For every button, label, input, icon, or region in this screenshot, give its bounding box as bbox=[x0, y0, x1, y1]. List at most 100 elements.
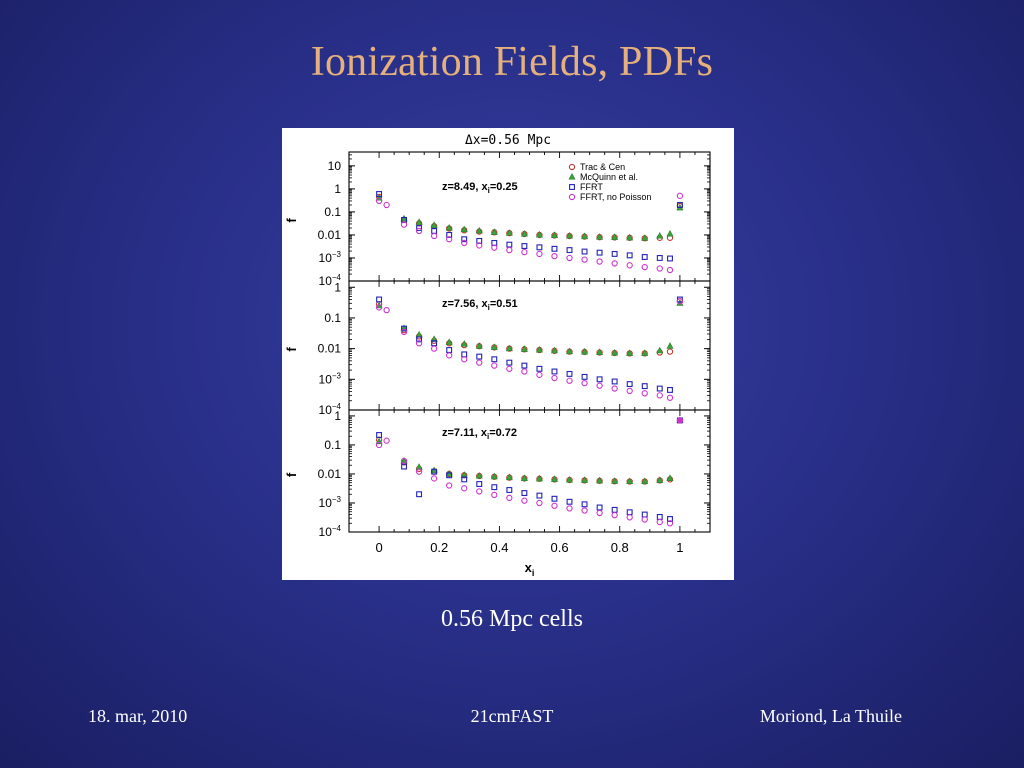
y-tick-label: 1 bbox=[334, 409, 341, 423]
data-point bbox=[656, 265, 663, 272]
data-point bbox=[506, 494, 513, 502]
data-point bbox=[626, 381, 633, 388]
data-point bbox=[506, 246, 513, 254]
data-point bbox=[476, 481, 483, 487]
panel-frame-3 bbox=[348, 409, 711, 533]
y-tick-label: 1 bbox=[334, 182, 341, 196]
data-point bbox=[581, 232, 589, 240]
data-point bbox=[491, 491, 498, 499]
data-point bbox=[641, 516, 648, 523]
data-point bbox=[566, 505, 573, 512]
panel-annotation: z=7.11, xi=0.72 bbox=[442, 427, 517, 441]
data-point bbox=[656, 255, 663, 261]
data-point bbox=[491, 484, 498, 491]
legend-marker bbox=[569, 184, 575, 190]
data-point bbox=[641, 234, 649, 241]
data-point bbox=[383, 437, 390, 444]
x-tick-label: 0 bbox=[375, 540, 382, 555]
data-point bbox=[641, 349, 649, 356]
y-axis-label: f bbox=[284, 347, 299, 352]
data-point bbox=[611, 250, 618, 257]
data-point bbox=[666, 394, 674, 401]
data-point bbox=[641, 477, 649, 484]
data-point bbox=[596, 258, 603, 265]
data-point bbox=[521, 497, 528, 504]
data-point bbox=[581, 347, 589, 355]
data-point bbox=[506, 365, 513, 372]
data-point bbox=[430, 345, 438, 352]
data-point bbox=[475, 226, 483, 234]
figure-panel: Δx=0.56 Mpc 10 1 0.1 0.01 10−3 10−4 f z=8.49, x… bbox=[282, 128, 734, 580]
data-point bbox=[505, 229, 513, 236]
data-point bbox=[506, 487, 513, 493]
legend-label: FFRT bbox=[580, 182, 603, 192]
data-point bbox=[445, 223, 453, 231]
data-point bbox=[581, 507, 588, 514]
data-point bbox=[656, 385, 663, 392]
data-point bbox=[551, 502, 558, 509]
data-point bbox=[656, 231, 664, 239]
y-tick-label: 0.1 bbox=[324, 311, 341, 325]
data-point bbox=[551, 495, 558, 502]
data-point bbox=[666, 266, 674, 274]
data-point bbox=[566, 370, 573, 377]
data-point bbox=[491, 356, 498, 363]
data-point bbox=[506, 241, 513, 248]
data-point bbox=[656, 392, 663, 399]
data-point bbox=[551, 368, 558, 375]
data-point bbox=[431, 468, 438, 475]
data-point bbox=[476, 488, 483, 495]
data-point bbox=[461, 485, 468, 492]
footer-center: 21cmFAST bbox=[470, 706, 554, 726]
data-point bbox=[383, 306, 390, 314]
y-axis-label: f bbox=[284, 218, 299, 223]
legend-marker bbox=[568, 163, 576, 171]
data-point bbox=[376, 296, 383, 303]
data-point bbox=[490, 343, 498, 350]
data-point bbox=[626, 252, 633, 259]
data-point bbox=[400, 457, 408, 465]
data-point bbox=[566, 347, 574, 355]
data-point bbox=[656, 476, 664, 483]
data-point bbox=[666, 342, 674, 349]
data-point bbox=[611, 385, 618, 392]
data-point bbox=[611, 477, 619, 484]
data-point bbox=[626, 233, 634, 241]
data-point bbox=[521, 243, 528, 249]
data-point bbox=[383, 201, 390, 209]
data-point bbox=[535, 230, 543, 238]
data-point bbox=[536, 492, 543, 499]
data-point bbox=[581, 248, 588, 255]
data-point bbox=[400, 214, 408, 222]
data-point bbox=[520, 229, 528, 237]
data-point bbox=[400, 221, 408, 228]
legend-label: FFRT, no Poisson bbox=[580, 192, 651, 202]
data-point bbox=[626, 349, 634, 356]
data-point bbox=[446, 231, 453, 238]
data-point bbox=[667, 387, 673, 393]
data-point bbox=[536, 499, 543, 507]
data-point bbox=[550, 346, 558, 354]
legend-label: McQuinn et al. bbox=[580, 172, 638, 182]
y-tick-label: 10−4 bbox=[319, 524, 342, 539]
data-point bbox=[476, 242, 483, 249]
data-point bbox=[656, 514, 663, 520]
data-point bbox=[581, 379, 588, 387]
data-point bbox=[446, 472, 453, 479]
data-point bbox=[676, 202, 683, 208]
data-point bbox=[550, 231, 558, 238]
data-point bbox=[460, 340, 468, 347]
data-point bbox=[626, 514, 633, 521]
data-point bbox=[596, 348, 604, 355]
data-point bbox=[445, 338, 453, 345]
data-point bbox=[596, 249, 603, 256]
data-point bbox=[401, 325, 408, 332]
y-tick-label: 10 bbox=[328, 159, 342, 173]
data-point bbox=[550, 475, 558, 482]
data-point bbox=[656, 518, 663, 526]
data-point bbox=[430, 475, 438, 482]
footer-date: 18. mar, 2010 bbox=[88, 706, 188, 726]
data-point bbox=[596, 376, 603, 383]
y-tick-label: 10−4 bbox=[319, 402, 342, 417]
